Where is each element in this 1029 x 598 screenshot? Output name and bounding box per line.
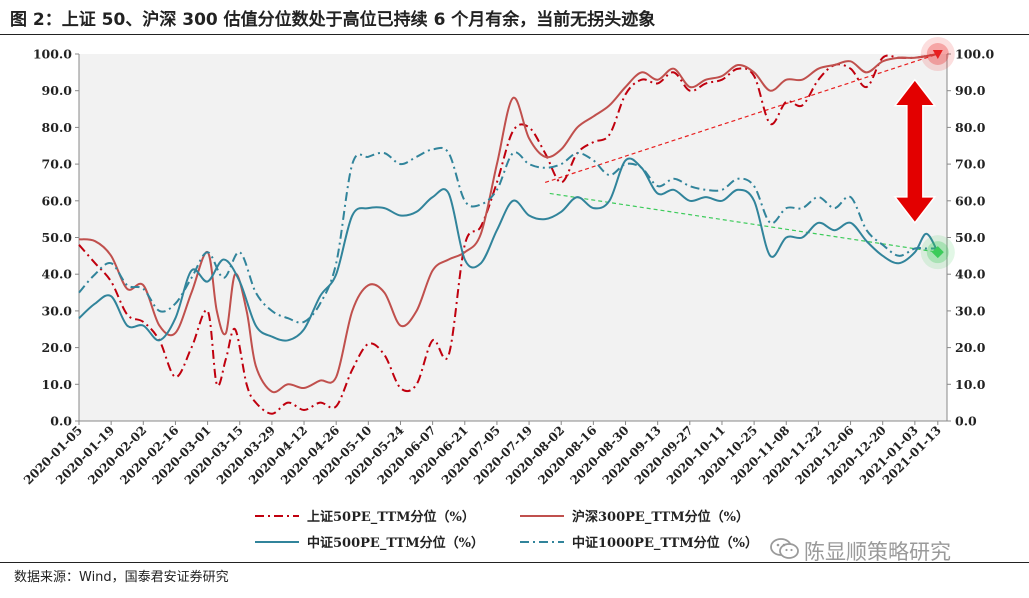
y2-tick-label: 40.0 [955,267,986,282]
y2-tick-label: 90.0 [955,83,986,98]
y-tick-label: 40.0 [42,267,73,282]
y-tick-label: 10.0 [42,377,73,392]
end-marker-diamond [931,246,944,259]
legend-label-3: 中证500PE_TTM分位（%） [307,535,484,551]
plot-background [79,54,947,421]
y-tick-label: 0.0 [50,414,72,429]
y2-tick-label: 50.0 [955,230,986,245]
double-arrow [893,78,937,225]
y2-tick-label: 60.0 [955,193,986,208]
figure-title: 图 2：上证 50、沪深 300 估值分位数处于高位已持续 6 个月有余，当前无… [10,10,656,30]
y2-tick-label: 100.0 [955,47,994,62]
end-marker-triangle [932,50,943,59]
source-divider [0,562,1029,563]
trendlines [544,53,939,253]
legend: 上证50PE_TTM分位（%） 沪深300PE_TTM分位（%） 中证500PE_T… [255,509,758,551]
legend-label-4: 中证1000PE_TTM分位（%） [572,535,758,551]
watermark-text: 陈显顺策略研究 [804,540,951,564]
legend-label-2: 沪深300PE_TTM分位（%） [572,509,749,525]
end-markers [920,37,955,270]
y-tick-label: 50.0 [42,230,73,245]
y-tick-label: 60.0 [42,193,73,208]
line-chart: 0.0 10.0 20.0 30.0 40.0 50.0 60.0 70.0 80.0 90.0 1… [21,37,994,551]
legend-label-1: 上证50PE_TTM分位（%） [307,509,475,525]
y-tick-label: 30.0 [42,303,73,318]
source-note: 数据来源：Wind，国泰君安证券研究 [14,570,229,585]
y-tick-label: 90.0 [42,83,73,98]
y2-tick-label: 30.0 [955,303,986,318]
y-tick-label: 70.0 [42,157,73,172]
y2-tick-label: 10.0 [955,377,986,392]
y-tick-label: 20.0 [42,340,73,355]
y-tick-label: 100.0 [33,47,72,62]
y2-tick-label: 80.0 [955,120,986,135]
trendline-2 [549,192,938,253]
figure-title-bar: 图 2：上证 50、沪深 300 估值分位数处于高位已持续 6 个月有余，当前无… [0,0,1029,35]
series-line-3 [78,157,939,342]
wechat-icon [770,538,799,559]
series-line-2 [78,53,938,394]
y2-tick-label: 70.0 [955,157,986,172]
series-lines [78,53,939,415]
y2-tick-label: 0.0 [955,414,977,429]
series-line-4 [78,146,938,324]
y2-tick-label: 20.0 [955,340,986,355]
double-arrow-shape [893,78,937,225]
y-tick-label: 80.0 [42,120,73,135]
trendline-1 [544,53,939,184]
watermark: 陈显顺策略研究 [766,538,1006,564]
